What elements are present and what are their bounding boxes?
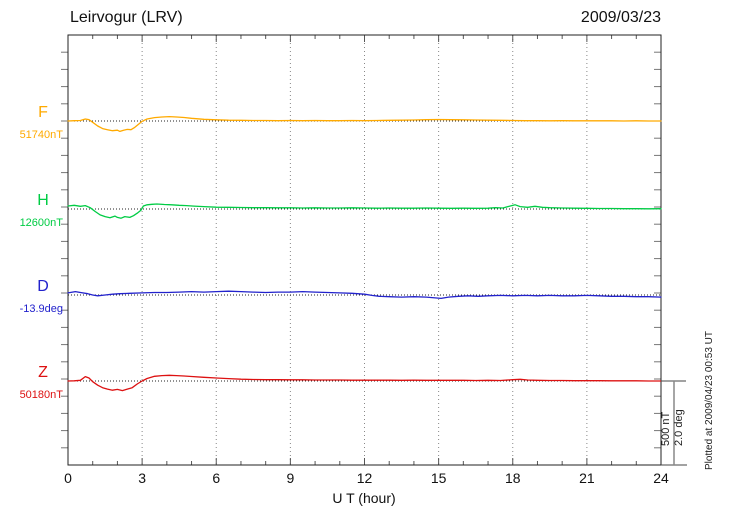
x-tick-label-15: 15 <box>430 470 447 486</box>
plot-date: 2009/03/23 <box>580 9 661 26</box>
x-tick-label-9: 9 <box>286 470 295 486</box>
x-tick-label-6: 6 <box>212 470 221 486</box>
series-letter-Z: Z <box>38 364 48 381</box>
series-baseline-value-Z: 50180nT <box>19 389 63 401</box>
series-baseline-value-D: -13.9deg <box>19 303 63 315</box>
x-tick-label-12: 12 <box>356 470 373 486</box>
x-tick-label-3: 3 <box>138 470 147 486</box>
scale-bar-nt-label: 500 nT <box>660 411 672 446</box>
x-tick-label-18: 18 <box>504 470 521 486</box>
x-tick-label-24: 24 <box>653 470 669 486</box>
trace-Z <box>67 374 662 392</box>
trace-F <box>67 115 662 133</box>
series-baseline-value-H: 12600nT <box>19 217 63 229</box>
series-letter-D: D <box>37 278 49 295</box>
x-tick-label-0: 0 <box>64 470 72 486</box>
scale-bar-deg-label: 2.0 deg <box>673 409 685 446</box>
plotted-at-note: Plotted at 2009/04/23 00:53 UT <box>704 331 715 470</box>
series-baseline-value-F: 51740nT <box>19 129 63 141</box>
trace-D <box>67 290 662 300</box>
x-axis-title: U T (hour) <box>332 490 396 506</box>
plot-frame <box>67 34 662 466</box>
trace-H <box>67 203 662 219</box>
series-letter-F: F <box>38 104 48 121</box>
series-letter-H: H <box>37 192 49 209</box>
station-title: Leirvogur (LRV) <box>70 9 183 26</box>
scale-bar-labels: 500 nT 2.0 deg <box>660 398 686 446</box>
x-tick-label-21: 21 <box>579 470 595 486</box>
